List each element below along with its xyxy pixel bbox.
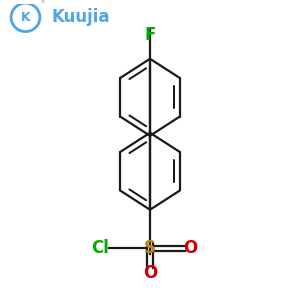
Text: F: F [144,26,156,44]
Text: Cl: Cl [92,239,110,257]
Text: O: O [183,239,198,257]
Text: K: K [21,11,30,24]
Text: O: O [143,264,157,282]
Text: Kuujia: Kuujia [52,8,110,26]
Text: S: S [144,239,156,257]
Text: °: ° [40,0,44,9]
